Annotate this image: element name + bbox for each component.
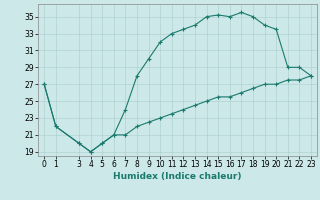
X-axis label: Humidex (Indice chaleur): Humidex (Indice chaleur)	[113, 172, 242, 181]
